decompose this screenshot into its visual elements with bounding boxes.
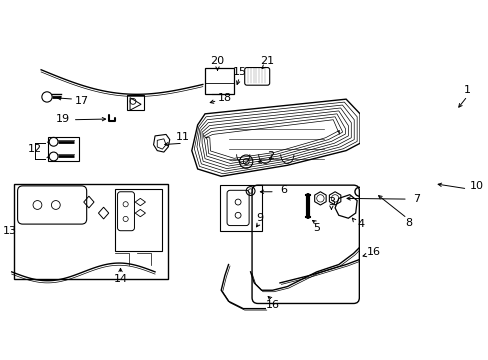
Text: 10: 10 (469, 181, 483, 191)
Bar (417, 176, 425, 184)
Bar (114, 189, 162, 251)
Text: 21: 21 (259, 56, 273, 66)
Text: 19: 19 (56, 114, 70, 124)
Text: 14: 14 (113, 274, 127, 284)
Text: 8: 8 (404, 218, 411, 228)
Text: 2: 2 (266, 152, 273, 162)
Text: 13: 13 (3, 226, 17, 237)
Text: 18: 18 (217, 93, 231, 103)
Text: 11: 11 (176, 132, 189, 142)
Bar (48, 138, 79, 161)
Text: 6: 6 (280, 185, 286, 194)
Text: 7: 7 (412, 194, 419, 204)
Text: 12: 12 (28, 144, 42, 154)
Text: 16: 16 (366, 247, 380, 257)
Bar (204, 68, 234, 94)
Text: 20: 20 (210, 56, 224, 66)
Text: 3: 3 (327, 197, 334, 207)
Text: 17: 17 (74, 96, 88, 106)
Text: 16: 16 (265, 300, 279, 310)
Bar (219, 185, 262, 231)
Text: 4: 4 (357, 219, 364, 229)
Bar (14, 184, 168, 279)
Text: 15: 15 (232, 67, 246, 77)
Text: 5: 5 (313, 223, 320, 233)
Text: 9: 9 (255, 213, 263, 223)
Text: 1: 1 (463, 85, 470, 95)
